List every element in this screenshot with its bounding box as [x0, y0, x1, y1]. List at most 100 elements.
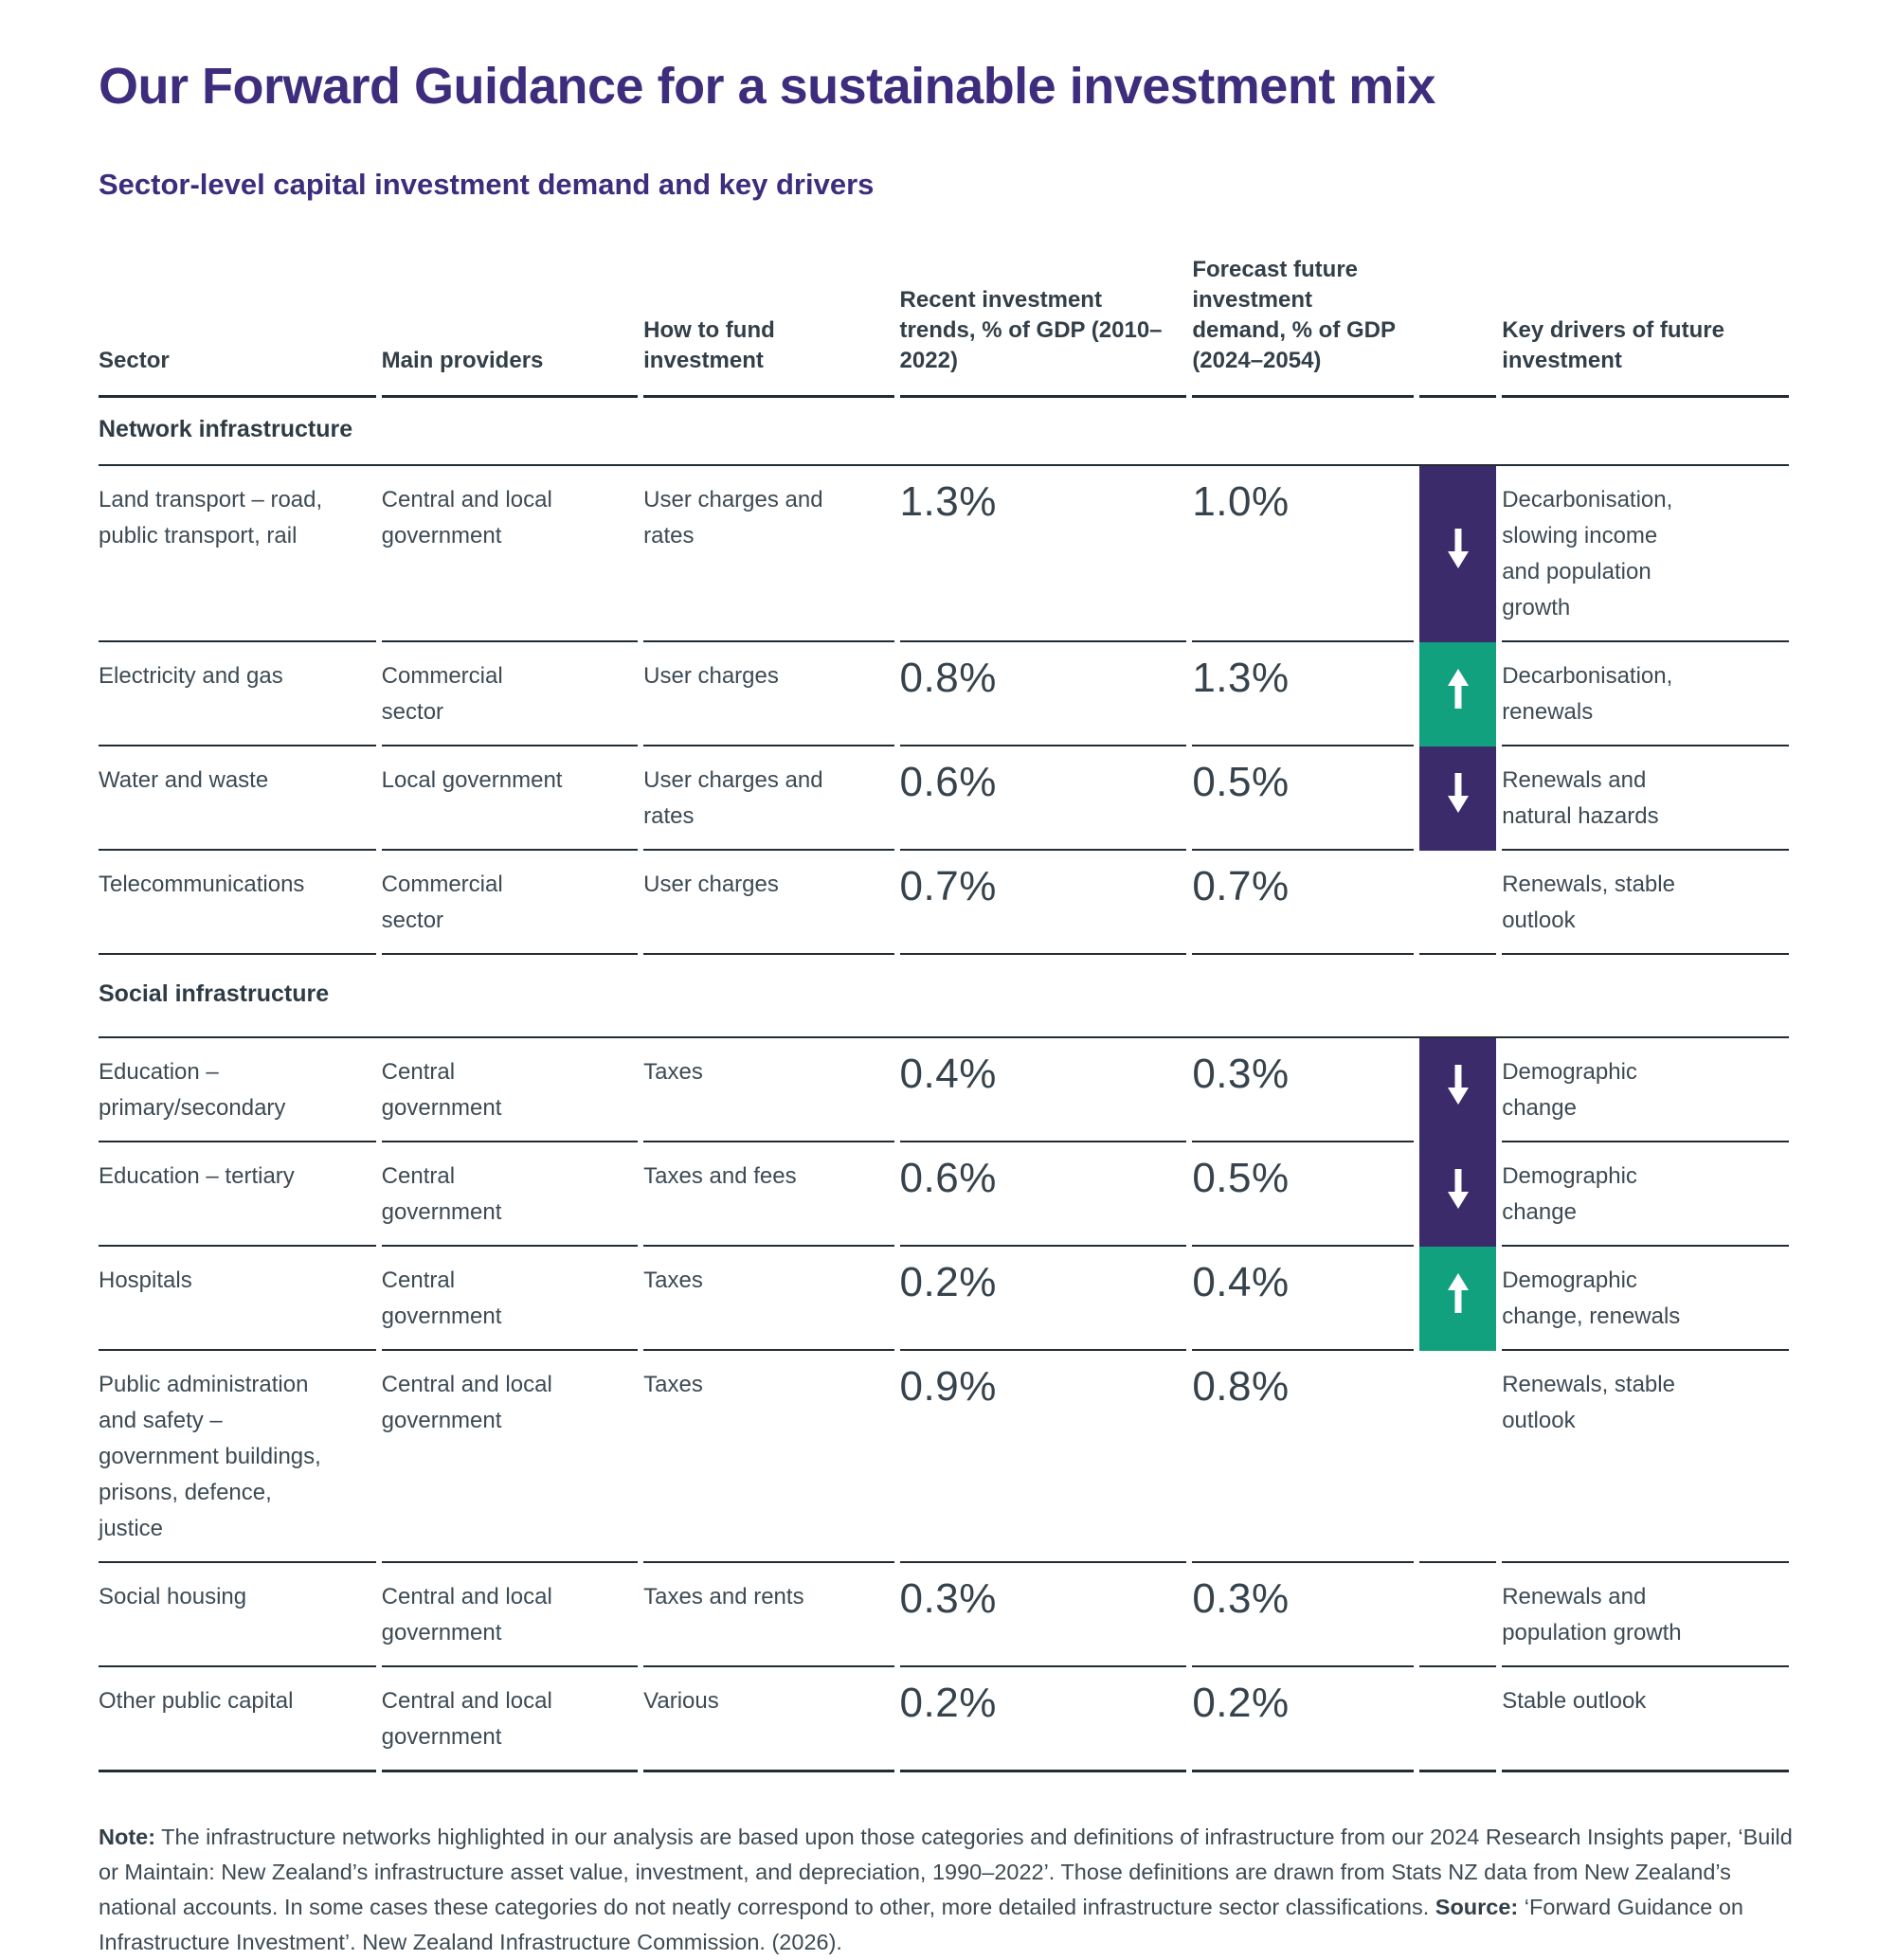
arrow-down-icon — [1446, 773, 1471, 814]
key-drivers-cell: Stable outlook — [1502, 1667, 1789, 1773]
trend-cell-down — [1419, 1038, 1497, 1143]
forecast-demand-value: 0.4% — [1192, 1247, 1415, 1352]
trend-cell-none — [1419, 1351, 1497, 1564]
sector-cell: Education – primary/secondary — [99, 1038, 376, 1143]
column-header-key-drivers: Key drivers of future investment — [1502, 255, 1789, 399]
forecast-demand-value: 0.2% — [1192, 1667, 1415, 1773]
table-row-land-transport: Land transport – road, public transport,… — [99, 466, 1789, 643]
footnote: Note: The infrastructure networks highli… — [99, 1820, 1795, 1960]
section-header: Social infrastructure — [99, 955, 1789, 1039]
sector-cell: Education – tertiary — [99, 1142, 376, 1248]
sector-cell: Water and waste — [99, 746, 376, 852]
page-subtitle: Sector-level capital investment demand a… — [99, 168, 875, 202]
providers-cell: Central government — [381, 1142, 639, 1248]
trend-cell-none — [1419, 1667, 1497, 1773]
providers-cell: Local government — [381, 746, 639, 852]
forecast-demand-value: 0.3% — [1192, 1563, 1415, 1668]
recent-trend-value: 0.4% — [899, 1038, 1187, 1143]
recent-trend-value: 0.6% — [899, 746, 1187, 852]
recent-trend-value: 0.2% — [899, 1247, 1187, 1352]
table-row-telecommunications: Telecommunications Commercial sector Use… — [99, 851, 1789, 956]
table-row-public-administration: Public administration and safety – gover… — [99, 1351, 1789, 1564]
funding-cell: User charges — [643, 851, 894, 956]
trend-cell-up — [1419, 1247, 1497, 1352]
sector-cell: Telecommunications — [99, 851, 376, 956]
arrow-down-icon — [1446, 1065, 1471, 1106]
funding-cell: Various — [643, 1667, 894, 1773]
key-drivers-cell: Renewals and population growth — [1502, 1563, 1789, 1668]
recent-trend-value: 0.7% — [899, 851, 1187, 956]
investment-table: Sector Main providers How to fund invest… — [93, 255, 1795, 1773]
providers-cell: Central government — [381, 1038, 639, 1143]
note-label: Note: — [99, 1825, 156, 1850]
trend-cell-down — [1419, 746, 1497, 852]
sector-cell: Hospitals — [99, 1247, 376, 1352]
table-row-water-waste: Water and waste Local government User ch… — [99, 746, 1789, 852]
recent-trend-value: 0.8% — [899, 642, 1187, 747]
recent-trend-value: 1.3% — [899, 466, 1187, 643]
funding-cell: Taxes and rents — [643, 1563, 894, 1668]
providers-cell: Central and local government — [381, 466, 639, 643]
column-header-sector: Sector — [99, 255, 376, 399]
funding-cell: User charges and rates — [643, 746, 894, 852]
section-row-social-infrastructure: Social infrastructure — [99, 955, 1789, 1039]
table-row-education-primary-secondary: Education – primary/secondary Central go… — [99, 1038, 1789, 1143]
column-header-recent-trends: Recent investment trends, % of GDP (2010… — [899, 255, 1187, 399]
recent-trend-value: 0.2% — [899, 1667, 1187, 1773]
section-header: Network infrastructure — [99, 398, 1789, 467]
sector-cell: Electricity and gas — [99, 642, 376, 747]
sector-cell: Social housing — [99, 1563, 376, 1668]
section-row-network-infrastructure: Network infrastructure — [99, 398, 1789, 467]
providers-cell: Central and local government — [381, 1667, 639, 1773]
providers-cell: Central and local government — [381, 1351, 639, 1564]
sector-cell: Other public capital — [99, 1667, 376, 1773]
key-drivers-cell: Demographic change — [1502, 1038, 1789, 1143]
funding-cell: User charges and rates — [643, 466, 894, 643]
funding-cell: Taxes — [643, 1038, 894, 1143]
page-title: Our Forward Guidance for a sustainable i… — [99, 58, 1435, 115]
trend-cell-none — [1419, 851, 1497, 956]
providers-cell: Commercial sector — [381, 642, 639, 747]
sector-cell: Public administration and safety – gover… — [99, 1351, 376, 1564]
providers-cell: Central government — [381, 1247, 639, 1352]
funding-cell: Taxes — [643, 1351, 894, 1564]
key-drivers-cell: Renewals, stable outlook — [1502, 1351, 1789, 1564]
forecast-demand-value: 0.7% — [1192, 851, 1415, 956]
table-header-row: Sector Main providers How to fund invest… — [99, 255, 1789, 399]
providers-cell: Commercial sector — [381, 851, 639, 956]
table-row-electricity-gas: Electricity and gas Commercial sector Us… — [99, 642, 1789, 747]
source-label: Source: — [1435, 1895, 1519, 1920]
key-drivers-cell: Demographic change, renewals — [1502, 1247, 1789, 1352]
key-drivers-cell: Renewals, stable outlook — [1502, 851, 1789, 956]
recent-trend-value: 0.6% — [899, 1142, 1187, 1248]
table-row-other-public-capital: Other public capital Central and local g… — [99, 1667, 1789, 1773]
forecast-demand-value: 0.5% — [1192, 746, 1415, 852]
sector-cell: Land transport – road, public transport,… — [99, 466, 376, 643]
table-row-education-tertiary: Education – tertiary Central government … — [99, 1142, 1789, 1248]
trend-cell-up — [1419, 642, 1497, 747]
funding-cell: Taxes and fees — [643, 1142, 894, 1248]
forecast-demand-value: 0.5% — [1192, 1142, 1415, 1248]
trend-cell-down — [1419, 1142, 1497, 1248]
table-row-social-housing: Social housing Central and local governm… — [99, 1563, 1789, 1668]
key-drivers-cell: Decarbonisation, slowing income and popu… — [1502, 466, 1789, 643]
recent-trend-value: 0.3% — [899, 1563, 1187, 1668]
column-header-forecast-demand: Forecast future investment demand, % of … — [1192, 255, 1415, 399]
arrow-up-icon — [1446, 1273, 1471, 1314]
funding-cell: User charges — [643, 642, 894, 747]
column-header-main-providers: Main providers — [381, 255, 639, 399]
arrow-up-icon — [1446, 669, 1471, 710]
column-header-funding: How to fund investment — [643, 255, 894, 399]
forecast-demand-value: 0.8% — [1192, 1351, 1415, 1564]
arrow-down-icon — [1446, 1169, 1471, 1210]
key-drivers-cell: Demographic change — [1502, 1142, 1789, 1248]
arrow-down-icon — [1446, 529, 1471, 569]
trend-cell-down — [1419, 466, 1497, 643]
providers-cell: Central and local government — [381, 1563, 639, 1668]
funding-cell: Taxes — [643, 1247, 894, 1352]
table-row-hospitals: Hospitals Central government Taxes 0.2% … — [99, 1247, 1789, 1352]
forecast-demand-value: 0.3% — [1192, 1038, 1415, 1143]
forecast-demand-value: 1.3% — [1192, 642, 1415, 747]
trend-cell-none — [1419, 1563, 1497, 1668]
